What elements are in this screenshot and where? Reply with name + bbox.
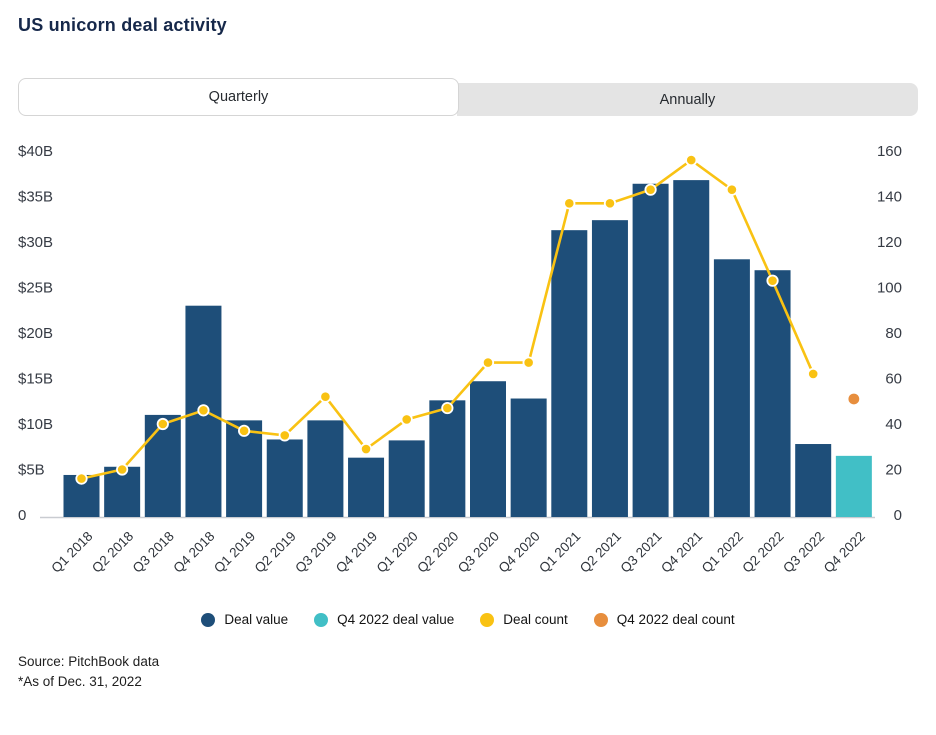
legend-item-deal-value[interactable]: Deal value [201,612,288,627]
x-axis-label-q1-2021: Q1 2021 [536,529,583,576]
deal-count-point-q1-2019[interactable] [238,424,251,437]
period-tabs: Quarterly Annually [18,78,918,116]
x-axis-label-q4-2018: Q4 2018 [170,529,217,576]
left-axis-tick: $40B [18,143,53,160]
bar-q4-2021[interactable] [673,180,710,517]
x-axis-label-q2-2021: Q2 2021 [577,529,624,576]
deal-count-point-q2-2019[interactable] [278,429,291,442]
deal-count-point-q3-2019[interactable] [319,390,332,403]
legend-item-q4-2022-deal-value[interactable]: Q4 2022 deal value [314,612,454,627]
bar-q1-2020[interactable] [388,440,425,517]
deal-count-point-q1-2021[interactable] [563,197,576,210]
x-axis-label-q1-2018: Q1 2018 [48,529,95,576]
legend-label: Deal count [503,612,568,627]
x-axis-label-q4-2020: Q4 2020 [496,529,543,576]
deal-count-point-q2-2021[interactable] [603,197,617,210]
right-axis-tick: 100 [877,280,902,297]
deal-count-point-q3-2021[interactable] [644,183,657,196]
legend-label: Q4 2022 deal count [616,612,735,627]
x-axis-label-q2-2020: Q2 2020 [414,529,461,576]
source-note: Source: PitchBook data *As of Dec. 31, 2… [18,652,918,692]
x-axis-label-q1-2019: Q1 2019 [211,529,258,576]
bar-q3-2022[interactable] [795,444,832,517]
x-axis-label-q2-2018: Q2 2018 [89,529,136,576]
x-axis-label-q3-2018: Q3 2018 [130,529,177,576]
x-axis-label-q4-2021: Q4 2021 [658,529,705,576]
legend-item-q4-2022-deal-count[interactable]: Q4 2022 deal count [593,612,735,627]
deal-count-swatch [480,612,495,627]
x-axis-label-q2-2019: Q2 2019 [252,529,299,576]
right-axis-tick: 40 [885,416,902,433]
right-axis-tick: 160 [877,143,902,160]
left-axis-tick: $5B [18,462,45,479]
deal-count-point-q4-2021[interactable] [685,153,698,167]
deal-count-point-q2-2022[interactable] [766,274,779,287]
deal-value-swatch [201,612,216,627]
right-axis-tick: 120 [877,234,902,251]
bar-q2-2020[interactable] [429,400,466,517]
x-axis-label-q4-2022: Q4 2022 [821,529,868,576]
deal-count-point-q2-2018[interactable] [116,463,129,476]
bar-q2-2019[interactable] [266,439,303,517]
bar-q3-2018[interactable] [144,414,181,517]
deal-count-point-q1-2022[interactable] [725,183,739,196]
x-axis-label-q2-2022: Q2 2022 [739,529,786,576]
right-axis-tick: 60 [885,371,902,388]
chart-legend: Deal value Q4 2022 deal value Deal count… [0,612,936,627]
deal-count-point-q1-2020[interactable] [400,413,413,426]
q4-2022-deal-count-point[interactable] [848,393,860,405]
legend-item-deal-count[interactable]: Deal count [480,612,568,627]
bar-q4-2020[interactable] [510,398,547,517]
deal-count-point-q1-2018[interactable] [75,472,88,485]
q4-2022-deal-value-swatch [314,612,329,627]
deal-count-point-q4-2018[interactable] [197,404,210,417]
left-axis-tick: $15B [18,371,53,388]
left-axis-tick: 0 [18,507,26,524]
legend-label: Deal value [224,612,289,627]
tab-quarterly[interactable]: Quarterly [18,78,459,116]
left-axis-tick: $35B [18,189,53,206]
page-root: US unicorn deal activity Quarterly Annua… [0,15,936,735]
bar-q1-2022[interactable] [713,259,750,517]
bar-q3-2020[interactable] [470,381,506,517]
x-axis-label-q3-2019: Q3 2019 [292,529,339,576]
bar-q4-2019[interactable] [348,457,385,517]
q4-2022-deal-count-swatch [593,612,608,627]
x-axis-label-q3-2022: Q3 2022 [780,529,827,576]
page-title: US unicorn deal activity [18,15,227,35]
bar-q2-2021[interactable] [591,220,628,517]
right-axis-tick: 0 [894,507,902,524]
source-line: Source: PitchBook data [18,654,160,669]
x-axis-label-q3-2020: Q3 2020 [455,529,502,576]
unicorn-deal-activity-chart: $40B $35B $30B $25B $20B $15B $10B $5B 0 160 140 12… [18,143,902,576]
left-axis-tick: $30B [18,234,53,251]
x-axis-label-q1-2020: Q1 2020 [374,529,421,576]
bar-q3-2021[interactable] [632,183,669,517]
deal-count-point-q4-2020[interactable] [522,356,535,369]
x-axis-label-q1-2022: Q1 2022 [699,529,746,576]
asof-line: *As of Dec. 31, 2022 [18,674,142,689]
x-axis-label-q3-2021: Q3 2021 [617,529,664,576]
left-axis-tick: $20B [18,325,53,342]
left-axis-tick: $25B [18,280,53,297]
left-axis-tick: $10B [18,416,53,433]
deal-count-point-q3-2018[interactable] [156,417,169,431]
deal-count-point-q4-2019[interactable] [359,442,373,456]
right-axis-tick: 140 [877,189,902,206]
legend-label: Q4 2022 deal value [337,612,455,627]
deal-count-point-q3-2022[interactable] [807,367,820,381]
deal-count-point-q3-2020[interactable] [481,356,495,369]
x-axis-label-q4-2019: Q4 2019 [333,529,380,576]
right-axis-tick: 80 [885,325,902,342]
deal-count-point-q2-2020[interactable] [441,401,454,415]
bar-q3-2019[interactable] [307,420,344,517]
bar-q4-2022[interactable] [835,455,872,517]
right-axis-tick: 20 [885,462,902,479]
bar-q1-2021[interactable] [551,230,588,518]
tab-annually[interactable]: Annually [457,83,918,116]
